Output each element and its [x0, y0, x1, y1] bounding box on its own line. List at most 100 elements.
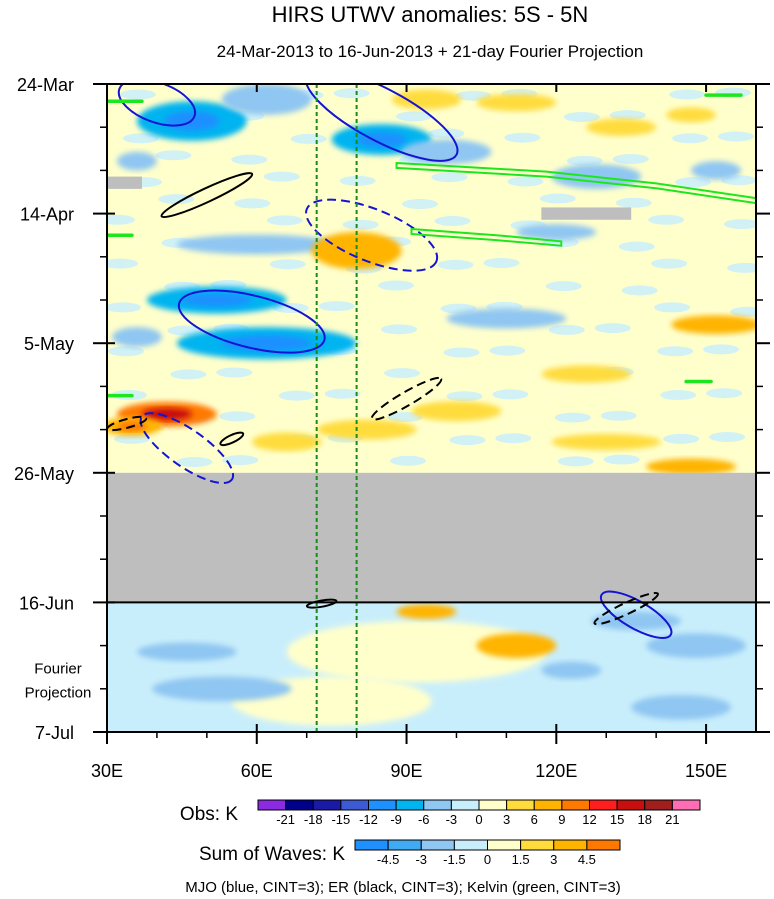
mjo-contour	[117, 84, 197, 127]
colorbar-level-label: -6	[418, 812, 430, 827]
anomaly-texture	[277, 152, 314, 163]
colorbar-swatch	[420, 839, 455, 851]
anomaly-texture	[378, 280, 415, 291]
colorbar-swatch	[520, 839, 555, 851]
colorbar-swatch	[478, 799, 508, 811]
anomaly-texture	[326, 194, 363, 205]
anomaly-texture	[447, 197, 484, 208]
anomaly-texture	[446, 391, 483, 402]
er-contour	[160, 172, 254, 219]
missing-data-patch	[541, 207, 632, 220]
anomaly-texture	[562, 306, 599, 317]
anomaly-texture	[495, 433, 532, 444]
anomaly-texture	[621, 285, 658, 296]
anomaly-texture	[124, 371, 161, 382]
anomaly-texture	[437, 259, 474, 270]
anomaly-texture	[545, 281, 582, 292]
anomaly-texture	[290, 133, 327, 144]
colorbar-swatch	[453, 839, 488, 851]
anomaly-texture	[263, 171, 300, 182]
anomaly-texture	[718, 131, 755, 142]
anomaly-texture	[292, 371, 329, 382]
anomaly-texture	[223, 261, 260, 272]
anomaly-texture	[441, 109, 478, 120]
anomaly-texture	[165, 87, 202, 98]
colorbar-level-label: 1.5	[512, 852, 530, 867]
obs-anomaly-blob	[111, 327, 162, 347]
anomaly-texture	[384, 368, 421, 379]
anomaly-texture	[268, 453, 305, 464]
y-tick-label: 24-Mar	[17, 75, 74, 95]
obs-anomaly-blob	[586, 118, 657, 136]
projection-anomaly-blob	[286, 620, 547, 683]
anomaly-texture	[320, 107, 357, 118]
projection-anomaly-blob	[476, 633, 557, 658]
anomaly-texture	[107, 302, 141, 313]
colorbar-swatch	[506, 799, 535, 811]
anomaly-texture	[538, 387, 575, 398]
anomaly-texture	[155, 150, 192, 161]
anomaly-texture	[113, 433, 150, 444]
obs-anomaly-blob	[671, 315, 756, 334]
plot-area	[107, 84, 756, 732]
kelvin-contour	[395, 161, 756, 205]
obs-anomaly-blob	[176, 234, 337, 255]
anomaly-texture	[390, 455, 427, 466]
missing-data-band	[107, 472, 756, 603]
anomaly-texture	[388, 217, 425, 228]
anomaly-texture	[724, 219, 756, 230]
anomaly-texture	[612, 153, 649, 164]
anomaly-texture	[563, 112, 600, 123]
anomaly-texture	[232, 392, 269, 403]
projection-anomaly-blob	[396, 604, 457, 620]
anomaly-texture	[614, 391, 651, 402]
anomaly-texture	[431, 172, 468, 183]
y-tick-label: 14-Apr	[20, 205, 74, 225]
anomaly-texture	[547, 87, 584, 98]
missing-data-layer	[107, 176, 756, 603]
anomaly-texture	[222, 455, 259, 466]
anomaly-texture	[324, 388, 361, 399]
anomaly-texture	[493, 195, 530, 206]
anomaly-texture	[342, 219, 379, 230]
anomaly-texture	[107, 258, 138, 269]
anomaly-texture	[269, 259, 306, 270]
anomaly-texture	[658, 152, 695, 163]
plot-frame	[106, 83, 757, 733]
obs-anomaly-blob	[251, 432, 322, 452]
anomaly-texture	[608, 304, 645, 315]
anomaly-texture	[505, 370, 542, 381]
colorbar-level-label: 12	[582, 812, 596, 827]
anomaly-texture	[548, 324, 585, 335]
anomaly-texture	[170, 369, 207, 380]
colorbar-level-label: -1.5	[443, 852, 465, 867]
anomaly-texture	[511, 458, 548, 469]
anomaly-texture	[339, 175, 376, 186]
colorbar-swatch	[285, 799, 314, 811]
colorbar-swatch	[616, 799, 646, 811]
anomaly-texture	[394, 305, 431, 316]
anomaly-texture	[387, 411, 424, 422]
anomaly-texture	[391, 261, 428, 272]
er-contour	[593, 591, 659, 626]
obs-anomaly-blob	[646, 458, 737, 473]
colorbar-swatch	[354, 839, 389, 851]
anomaly-texture	[507, 176, 544, 187]
y-tick-label: 5-May	[24, 334, 74, 354]
y-tick-label: 16-Jun	[19, 593, 74, 613]
colorbar-level-label: 18	[638, 812, 652, 827]
anomaly-texture	[706, 388, 743, 399]
anomaly-texture	[654, 302, 691, 313]
projection-label: Projection	[25, 685, 92, 702]
y-tick-label: 26-May	[14, 464, 74, 484]
wave-contours	[107, 84, 756, 639]
anomaly-texture	[557, 456, 594, 467]
anomaly-texture	[397, 349, 434, 360]
obs-anomaly-blob	[516, 224, 597, 241]
anomaly-texture	[594, 323, 631, 334]
obs-anomaly-blob	[541, 365, 632, 383]
anomaly-texture	[118, 283, 155, 294]
anomaly-texture	[171, 175, 208, 186]
anomaly-texture	[286, 284, 323, 295]
anomaly-texture	[719, 369, 756, 380]
